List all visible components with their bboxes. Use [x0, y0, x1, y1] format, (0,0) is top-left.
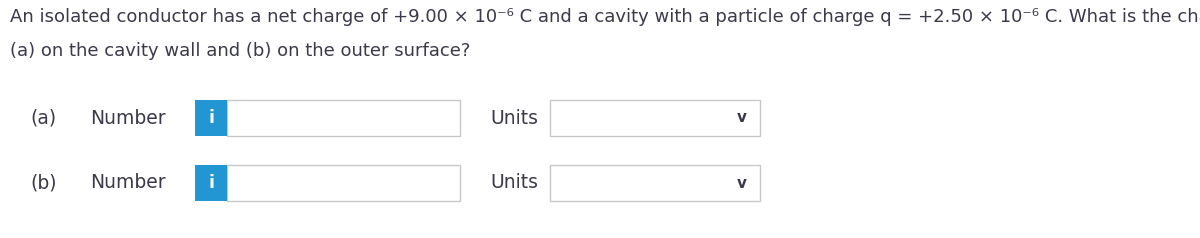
FancyBboxPatch shape: [227, 165, 460, 201]
Text: Units: Units: [490, 109, 538, 128]
Text: (b): (b): [30, 174, 56, 193]
Text: Number: Number: [90, 174, 166, 193]
Text: Units: Units: [490, 174, 538, 193]
Text: i: i: [208, 109, 214, 127]
Text: v: v: [737, 175, 746, 190]
FancyBboxPatch shape: [550, 165, 760, 201]
FancyBboxPatch shape: [550, 100, 760, 136]
FancyBboxPatch shape: [196, 165, 227, 201]
Text: (a) on the cavity wall and (b) on the outer surface?: (a) on the cavity wall and (b) on the ou…: [10, 42, 470, 60]
Text: Number: Number: [90, 109, 166, 128]
Text: (a): (a): [30, 109, 56, 128]
Text: An isolated conductor has a net charge of +9.00 × 10⁻⁶ C and a cavity with a par: An isolated conductor has a net charge o…: [10, 8, 1200, 26]
Text: v: v: [737, 110, 746, 125]
Text: i: i: [208, 174, 214, 192]
FancyBboxPatch shape: [227, 100, 460, 136]
FancyBboxPatch shape: [196, 100, 227, 136]
